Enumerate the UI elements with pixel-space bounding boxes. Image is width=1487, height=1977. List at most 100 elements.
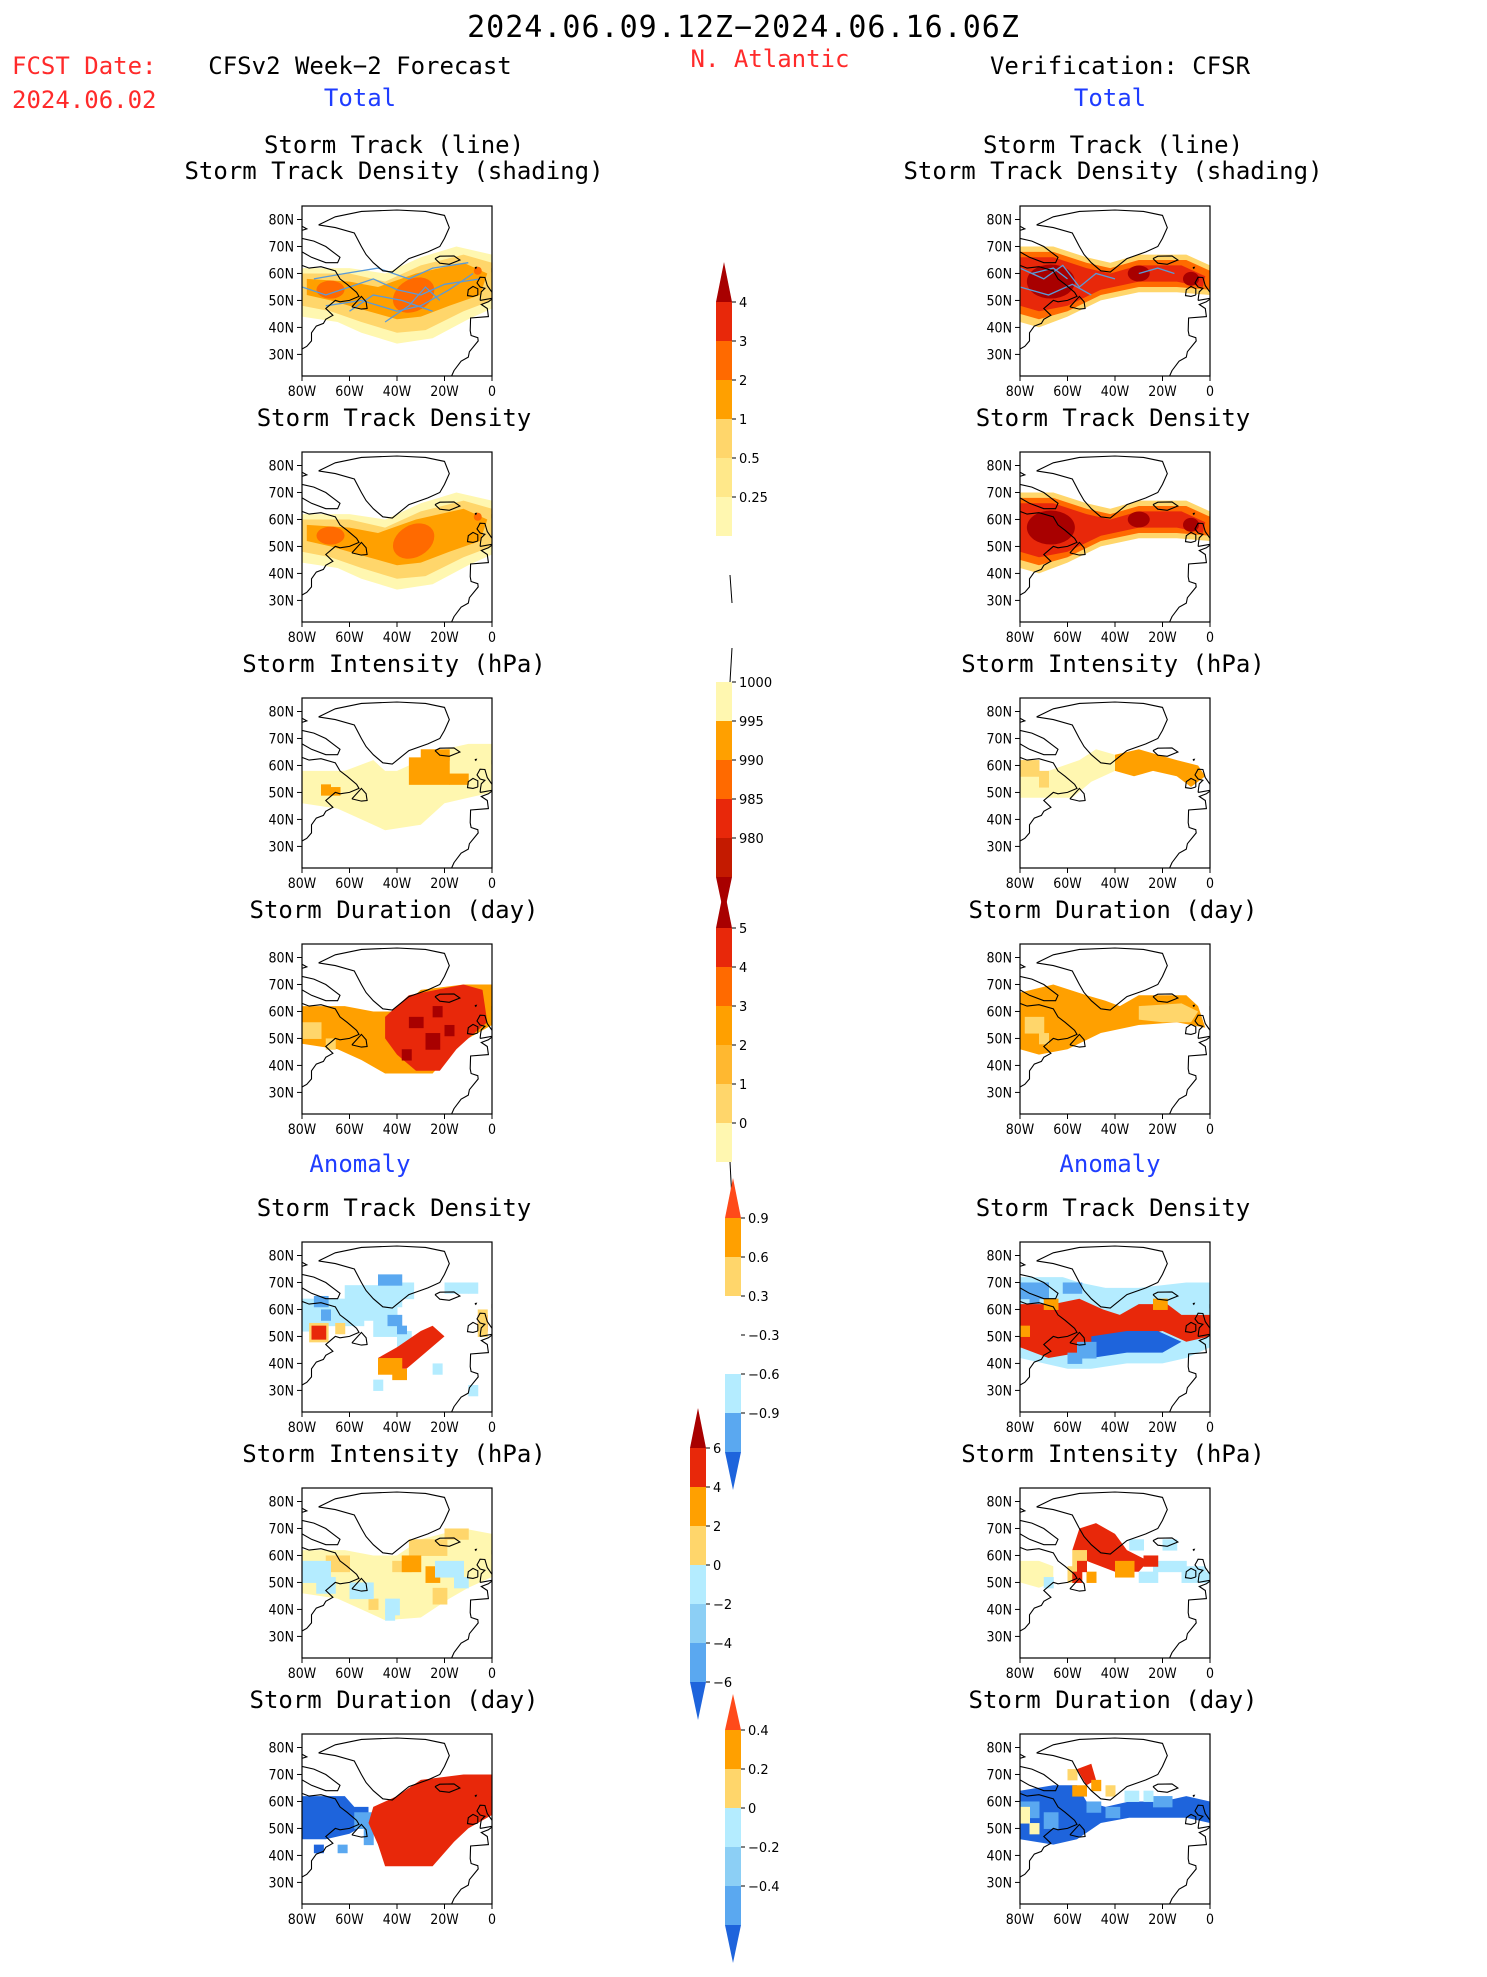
lon-tick-label: 80W bbox=[288, 1912, 317, 1928]
lon-tick-label: 0 bbox=[1206, 384, 1214, 400]
colorbar-label: 0.6 bbox=[748, 1251, 769, 1266]
cfsr-duration-anom-map: 80N 70N 60N 50N 40N 30N 80W 60W 40W 20W 0 bbox=[968, 1726, 1218, 1934]
lon-tick-label: 60W bbox=[1053, 1420, 1082, 1436]
lat-tick-label: 50N bbox=[269, 785, 294, 801]
lon-tick-label: 20W bbox=[1148, 384, 1177, 400]
lon-tick-label: 40W bbox=[383, 1912, 412, 1928]
lat-tick-label: 70N bbox=[269, 239, 294, 255]
fcst-duration-anom-map: 80N 70N 60N 50N 40N 30N 80W 60W 40W 20W 0 bbox=[250, 1726, 500, 1934]
fcst-track-shading-title: Storm Track Density (shading) bbox=[184, 157, 604, 185]
lat-tick-label: 60N bbox=[987, 1794, 1012, 1810]
lat-tick-label: 30N bbox=[987, 839, 1012, 855]
lat-tick-label: 50N bbox=[269, 1329, 294, 1345]
lat-tick-label: 40N bbox=[987, 1058, 1012, 1074]
left-total-label: Total bbox=[323, 84, 397, 112]
cfsr-track-shading-title: Storm Track Density (shading) bbox=[903, 157, 1323, 185]
lon-tick-label: 80W bbox=[288, 384, 317, 400]
lon-tick-label: 80W bbox=[1006, 1420, 1035, 1436]
lat-tick-label: 80N bbox=[987, 1740, 1012, 1756]
lat-tick-label: 80N bbox=[269, 1248, 294, 1264]
lat-tick-label: 50N bbox=[269, 1031, 294, 1047]
lat-tick-label: 50N bbox=[987, 1329, 1012, 1345]
colorbar-label: −6 bbox=[713, 1676, 732, 1691]
lon-tick-label: 80W bbox=[288, 1666, 317, 1682]
colorbar-label: −0.2 bbox=[748, 1841, 780, 1856]
lat-tick-label: 70N bbox=[269, 1275, 294, 1291]
lon-tick-label: 0 bbox=[488, 876, 496, 892]
lon-tick-label: 20W bbox=[1148, 1666, 1177, 1682]
fcst-date-value: 2024.06.02 bbox=[12, 86, 157, 114]
fcst-density-anom-title: Storm Track Density bbox=[256, 1194, 532, 1222]
lat-tick-label: 60N bbox=[269, 758, 294, 774]
colorbar-label: 0 bbox=[748, 1802, 756, 1817]
lon-tick-label: 0 bbox=[1206, 630, 1214, 646]
colorbar-label: 1000 bbox=[739, 676, 772, 691]
lon-tick-label: 60W bbox=[335, 384, 364, 400]
lat-tick-label: 80N bbox=[987, 950, 1012, 966]
colorbar-label: 995 bbox=[739, 715, 764, 730]
colorbar-label: 0.9 bbox=[748, 1212, 769, 1227]
lat-tick-label: 60N bbox=[269, 1548, 294, 1564]
lon-tick-label: 80W bbox=[288, 876, 317, 892]
cfsr-intensity-anom-map: 80N 70N 60N 50N 40N 30N 80W 60W 40W 20W 0 bbox=[968, 1480, 1218, 1688]
colorbar-label: 3 bbox=[739, 1000, 747, 1015]
cfsr-density-title: Storm Track Density bbox=[975, 404, 1251, 432]
lon-tick-label: 60W bbox=[1053, 384, 1082, 400]
lat-tick-label: 50N bbox=[269, 1575, 294, 1591]
lon-tick-label: 20W bbox=[430, 1666, 459, 1682]
density-total-colorbar: 4 3 2 1 0.5 0.25 bbox=[716, 262, 806, 617]
lat-tick-label: 40N bbox=[987, 1356, 1012, 1372]
colorbar-label: 4 bbox=[713, 1481, 721, 1496]
fcst-duration-title: Storm Duration (day) bbox=[249, 896, 539, 924]
fcst-intensity-anom-title: Storm Intensity (hPa) bbox=[242, 1440, 546, 1468]
colorbar-label: −0.4 bbox=[748, 1880, 780, 1895]
lon-tick-label: 40W bbox=[1101, 1420, 1130, 1436]
colorbar-label: 5 bbox=[739, 922, 747, 937]
lon-tick-label: 20W bbox=[1148, 1122, 1177, 1138]
lon-tick-label: 40W bbox=[383, 1122, 412, 1138]
lon-tick-label: 40W bbox=[383, 876, 412, 892]
lat-tick-label: 40N bbox=[269, 566, 294, 582]
lon-tick-label: 40W bbox=[1101, 1912, 1130, 1928]
colorbar-label: 0.3 bbox=[748, 1290, 769, 1305]
lat-tick-label: 70N bbox=[269, 1767, 294, 1783]
lon-tick-label: 0 bbox=[488, 1912, 496, 1928]
lat-tick-label: 40N bbox=[269, 1848, 294, 1864]
lat-tick-label: 80N bbox=[269, 1494, 294, 1510]
colorbar-label: 3 bbox=[739, 335, 747, 350]
lon-tick-label: 0 bbox=[488, 384, 496, 400]
lat-tick-label: 30N bbox=[269, 1383, 294, 1399]
lon-tick-label: 20W bbox=[1148, 876, 1177, 892]
lat-tick-label: 30N bbox=[269, 1629, 294, 1645]
lat-tick-label: 30N bbox=[269, 593, 294, 609]
right-anomaly-label: Anomaly bbox=[1059, 1150, 1161, 1178]
lon-tick-label: 0 bbox=[1206, 1122, 1214, 1138]
lon-tick-label: 80W bbox=[1006, 1666, 1035, 1682]
cfsr-intensity-title: Storm Intensity (hPa) bbox=[961, 650, 1265, 678]
lat-tick-label: 80N bbox=[987, 1494, 1012, 1510]
lat-tick-label: 80N bbox=[987, 1248, 1012, 1264]
lon-tick-label: 20W bbox=[430, 384, 459, 400]
lat-tick-label: 60N bbox=[987, 1004, 1012, 1020]
lat-tick-label: 60N bbox=[987, 758, 1012, 774]
fcst-date-label: FCST Date: bbox=[12, 52, 157, 80]
lat-tick-label: 30N bbox=[987, 347, 1012, 363]
lon-tick-label: 0 bbox=[488, 1666, 496, 1682]
lat-tick-label: 70N bbox=[269, 485, 294, 501]
lon-tick-label: 80W bbox=[288, 630, 317, 646]
lat-tick-label: 80N bbox=[987, 704, 1012, 720]
lat-tick-label: 70N bbox=[269, 977, 294, 993]
lon-tick-label: 20W bbox=[430, 1122, 459, 1138]
colorbar-label: 0.2 bbox=[748, 1763, 769, 1778]
lon-tick-label: 40W bbox=[383, 630, 412, 646]
lat-tick-label: 40N bbox=[269, 320, 294, 336]
colorbar-label: 2 bbox=[739, 374, 747, 389]
colorbar-label: 4 bbox=[739, 296, 747, 311]
lat-tick-label: 40N bbox=[269, 812, 294, 828]
lon-tick-label: 80W bbox=[1006, 1122, 1035, 1138]
lon-tick-label: 60W bbox=[335, 876, 364, 892]
cfsr-track-map: 80N 70N 60N 50N 40N 30N 80W 60W 40W 20W 0 bbox=[968, 198, 1218, 406]
lon-tick-label: 40W bbox=[1101, 1122, 1130, 1138]
lat-tick-label: 50N bbox=[269, 539, 294, 555]
lon-tick-label: 60W bbox=[335, 1912, 364, 1928]
